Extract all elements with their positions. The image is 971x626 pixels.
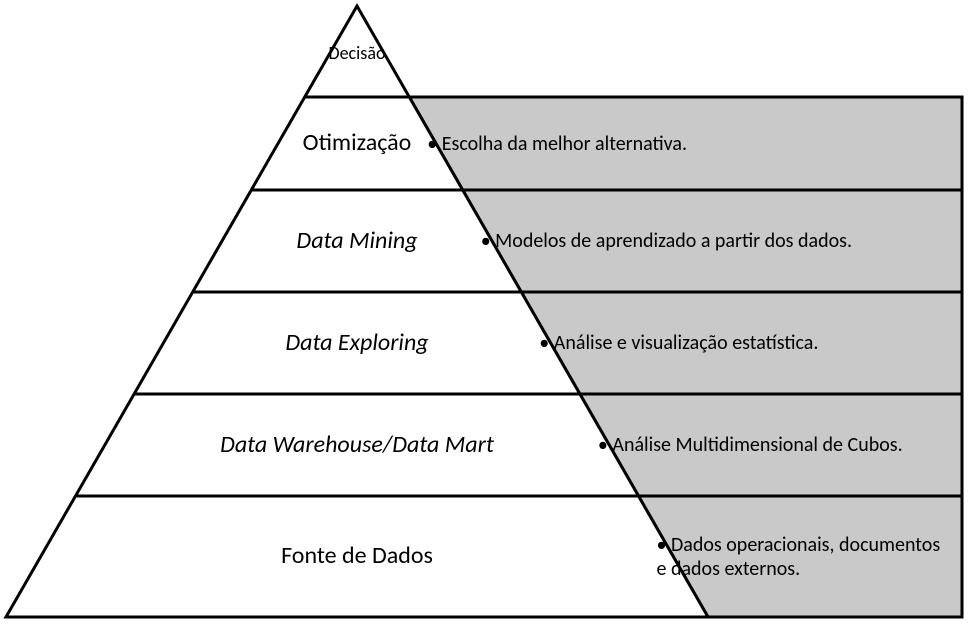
pyramid-level-desc: • Modelos de aprendizado a partir dos da… <box>481 229 948 253</box>
pyramid-level-desc: • Dados operacionais, documentos e dados… <box>656 533 948 581</box>
pyramid-level-label: Fonte de Dados <box>41 542 673 570</box>
pyramid-level-label: Data Warehouse/Data Mart <box>105 431 609 459</box>
pyramid-diagram: Decisão Otimização• Escolha da melhor alt… <box>0 0 971 626</box>
bullet-icon: • <box>481 229 491 253</box>
bullet-icon: • <box>598 433 608 457</box>
pyramid-level-desc: • Análise e visualização estatística. <box>539 331 948 355</box>
pyramid-level-desc: • Análise Multidimensional de Cubos. <box>598 433 948 457</box>
pyramid-level-label: Otimização <box>278 129 436 157</box>
pyramid-level-label: Data Exploring <box>163 329 550 357</box>
pyramid-level-label: Data Mining <box>222 227 492 255</box>
pyramid-level-desc: • Escolha da melhor alternativa. <box>427 132 948 156</box>
bullet-icon: • <box>539 331 549 355</box>
bullet-icon: • <box>427 132 437 156</box>
pyramid-level-label: Decisão <box>305 43 410 64</box>
bullet-icon: • <box>656 533 666 557</box>
